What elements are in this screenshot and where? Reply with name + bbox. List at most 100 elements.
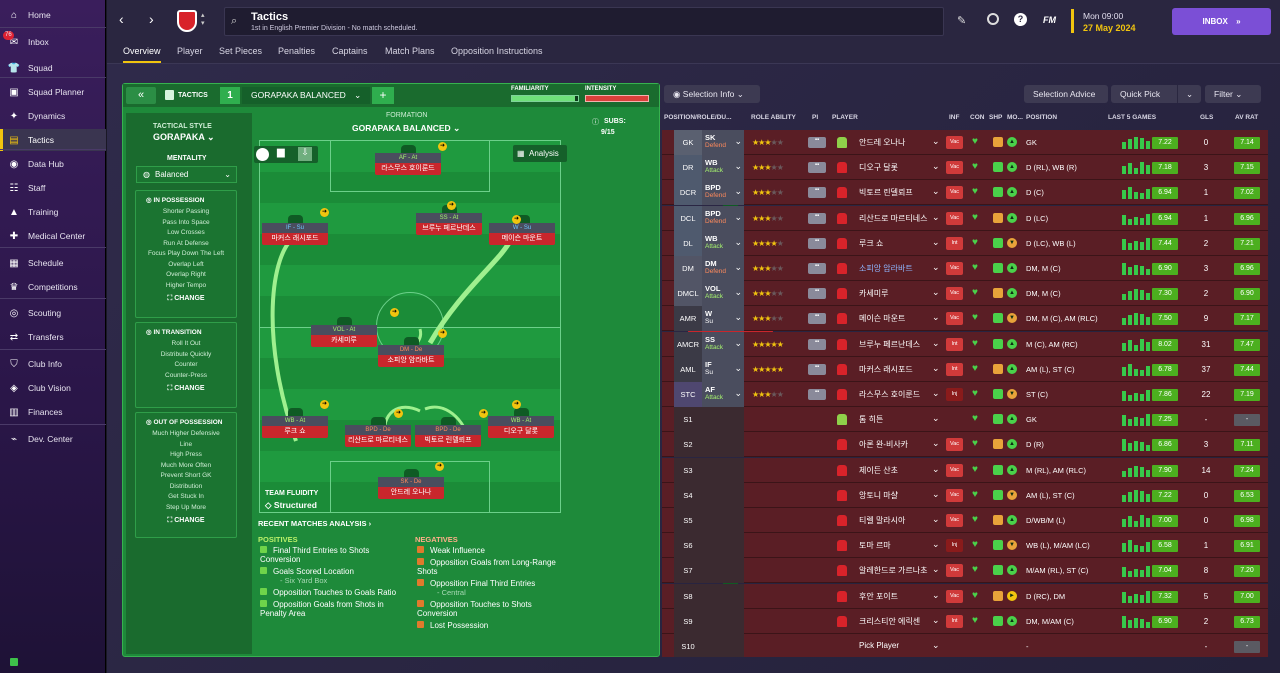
table-row[interactable]: S9 크리스티안 에릭센 ⌄ Int ♥ ▲ DM, M/AM (C) 6.90 2 6.73 — [662, 608, 1268, 634]
player-name[interactable]: 안드레 오나나 — [859, 138, 906, 147]
instruction-arrow-icon[interactable]: ➜ — [394, 409, 403, 418]
sidebar-item-home[interactable]: ⌂ Home — [0, 4, 106, 26]
chevron-down-icon[interactable]: ⌄ — [932, 463, 940, 474]
sidebar-item-competitions[interactable]: ♛ Competitions — [0, 276, 106, 298]
chevron-down-icon[interactable]: ⌄ — [932, 211, 940, 222]
player-name[interactable]: 소피앙 암라바트 — [859, 264, 913, 273]
player-name[interactable]: 앙토니 마샬 — [859, 490, 899, 500]
pitch-player[interactable]: WB - At 디오구 달롯 — [488, 408, 554, 440]
column-header[interactable]: INF — [949, 114, 960, 121]
table-row[interactable]: S7 알레한드로 가르나초 ⌄ Vac ♥ ▲ M/AM (RL), ST (C) 7.04 8… — [662, 558, 1268, 584]
chevron-down-icon[interactable]: ⌄ — [932, 539, 940, 550]
edit-icon[interactable]: ✎ — [957, 15, 967, 27]
sidebar-item-training[interactable]: ▲ Training — [0, 201, 106, 223]
chevron-down-icon[interactable]: ⌄ — [932, 136, 940, 146]
column-header[interactable]: AV RAT — [1235, 114, 1259, 121]
bar-chart-icon[interactable]: ▆ — [277, 147, 285, 158]
table-row[interactable]: DCR BPD Defend ⌄ ★★★★★ ▪▪ 빅토르 린델뢰프 ⌄ Vac ♥ ▲ D (C) 6… — [662, 180, 1268, 206]
formation-selector[interactable]: GORAPAKA BALANCED ⌄ — [352, 123, 461, 133]
player-instructions-icon[interactable]: ▪▪ — [808, 137, 826, 148]
sidebar-item-club-vision[interactable]: ◈ Club Vision — [0, 377, 106, 399]
instruction-arrow-icon[interactable]: ➜ — [438, 142, 447, 151]
chevron-down-icon[interactable]: ⌄ — [932, 413, 940, 424]
role-selector[interactable]: AF Attack ⌄ — [702, 382, 744, 407]
player-name[interactable]: 루크 쇼 — [859, 238, 884, 248]
sidebar-item-schedule[interactable]: ▦ Schedule — [0, 252, 106, 274]
player-name[interactable]: 알레한드로 가르나초 — [859, 566, 928, 576]
pitch-player[interactable]: WB - At 루크 쇼 — [262, 408, 328, 440]
forward-button[interactable]: › — [149, 11, 154, 27]
club-badge[interactable] — [177, 10, 197, 32]
role-selector[interactable]: BPD Defend ⌄ — [702, 180, 744, 206]
help-icon[interactable]: ? — [1014, 13, 1027, 26]
chevron-down-icon[interactable]: ⌄ — [932, 640, 940, 650]
pitch-player[interactable]: W - Su 메이슨 마운트 — [489, 215, 555, 247]
status-icon[interactable] — [10, 658, 18, 666]
in-possession-box[interactable]: ◎ IN POSSESSION Shorter Passing Pass Into … — [135, 190, 237, 318]
chevron-down-icon[interactable]: ⌄ — [932, 388, 940, 398]
player-instructions-icon[interactable]: ▪▪ — [808, 162, 826, 174]
tactic-slot-number[interactable]: 1 — [220, 87, 240, 104]
table-row[interactable]: S1 톰 히튼 ⌄ ♥ ▲ GK 7.25 - - — [662, 407, 1268, 433]
player-name[interactable]: 마커스 래시포드 — [859, 364, 913, 374]
pitch-player[interactable]: BPD - De 빅토르 린델뢰프 — [415, 417, 481, 449]
chevron-down-icon[interactable]: ⌄ — [932, 514, 940, 524]
instruction-arrow-icon[interactable]: ➜ — [390, 308, 399, 317]
out_of_possession-change-button[interactable]: ⛶ CHANGE — [136, 517, 236, 525]
tab-captains[interactable]: Captains — [332, 46, 368, 56]
sidebar-item-club-info[interactable]: ⛉ Club Info — [0, 353, 106, 375]
player-name[interactable]: 톰 히튼 — [859, 415, 884, 425]
sidebar-item-finances[interactable]: ▥ Finances — [0, 401, 106, 423]
analysis-button[interactable]: ▦ Analysis — [513, 145, 567, 162]
pitch-player[interactable]: DM - De 소피앙 암라바트 — [378, 337, 444, 369]
role-selector[interactable]: W Su ⌄ — [702, 306, 744, 332]
player-instructions-icon[interactable]: ▪▪ — [808, 389, 826, 400]
instruction-arrow-icon[interactable]: ➜ — [512, 400, 521, 409]
manager-icon[interactable] — [987, 13, 999, 25]
player-name[interactable]: 리산드로 마르티네스 — [859, 213, 928, 223]
selection-advice-button[interactable]: Selection Advice — [1024, 85, 1108, 103]
table-row[interactable]: DMCL VOL Attack ⌄ ★★★★★ ▪▪ 카세미루 ⌄ Vac ♥ ▲ DM, M (C)… — [662, 281, 1268, 307]
chevron-down-icon[interactable]: ⌄ — [932, 262, 940, 272]
add-tactic-button[interactable]: + — [372, 87, 394, 104]
recent-matches-link[interactable]: RECENT MATCHES ANALYSIS › — [258, 519, 372, 528]
inbox-button[interactable]: INBOX » — [1172, 8, 1271, 35]
column-header[interactable]: LAST 5 GAMES — [1108, 114, 1157, 121]
table-row[interactable]: S5 티렐 말라시아 ⌄ Vac ♥ ▲ D/WB/M (L) 7.00 0 6.98 — [662, 508, 1268, 533]
role-selector[interactable]: BPD Defend ⌄ — [702, 205, 744, 231]
player-name[interactable]: 아론 완-비사카 — [859, 440, 909, 450]
tab-overview[interactable]: Overview — [123, 46, 161, 63]
chevron-down-icon[interactable]: ⌄ — [932, 564, 940, 575]
player-name[interactable]: 디오구 달롯 — [859, 163, 899, 173]
tab-opposition-instructions[interactable]: Opposition Instructions — [451, 46, 543, 56]
download-icon[interactable]: ⇩ — [298, 147, 312, 161]
role-selector[interactable]: DM Defend ⌄ — [702, 256, 744, 281]
pitch-player[interactable]: SS - At 브루누 페르난데스 — [416, 205, 482, 237]
column-header[interactable]: POSITION — [1026, 114, 1058, 121]
mentality-selector[interactable]: ◍ Balanced ⌄ — [136, 166, 237, 183]
table-row[interactable]: AMCR SS Attack ⌄ ★★★★★ ▪▪ 브루누 페르난데스 ⌄ Int ♥ ▲ M (C)… — [662, 331, 1268, 357]
table-row[interactable]: DCL BPD Defend ⌄ ★★★★★ ▪▪ 리산드로 마르티네스 ⌄ Vac ♥ ▲ D (L… — [662, 205, 1268, 231]
table-row[interactable]: DR WB Attack ⌄ ★★★★★ ▪▪ 디오구 달롯 ⌄ Vac ♥ ▲ D (RL), WB… — [662, 155, 1268, 181]
column-header[interactable]: PLAYER — [832, 114, 858, 121]
out-of-possession-box[interactable]: ◎ OUT OF POSSESSION Much Higher Defensive… — [135, 412, 237, 538]
column-header[interactable]: SHP — [989, 114, 1003, 121]
table-row[interactable]: AML IF Su ⌄ ★★★★★ ▪▪ 마커스 래시포드 ⌄ Int ♥ ▲ AM (L), ST … — [662, 356, 1268, 382]
pitch-player[interactable]: AF - At 라스무스 호이룬드 — [375, 145, 441, 177]
person-icon[interactable] — [256, 148, 269, 161]
sidebar-item-squad-planner[interactable]: ▣ Squad Planner — [0, 81, 106, 103]
instruction-arrow-icon[interactable]: ➜ — [435, 462, 444, 471]
filter-button[interactable]: Filter ⌄ — [1205, 85, 1261, 103]
table-row[interactable]: STC AF Attack ⌄ ★★★★★ ▪▪ 라스무스 호이룬드 ⌄ Inj ♥ ▼ ST (C)… — [662, 382, 1268, 407]
chevron-down-icon[interactable]: ⌄ — [932, 488, 940, 499]
player-name[interactable]: Pick Player — [859, 641, 900, 650]
in-transition-box[interactable]: ◎ IN TRANSITION Roll It Out Distribute Qui… — [135, 322, 237, 408]
player-instructions-icon[interactable]: ▪▪ — [808, 288, 826, 300]
selection-info-dropdown[interactable]: ◉ Selection Info ⌄ — [664, 85, 760, 103]
collapse-button[interactable]: « — [126, 87, 156, 104]
table-row[interactable]: S3 제이든 산초 ⌄ Vac ♥ ▲ M (RL), AM (RLC) 7.90 14 7.24 — [662, 457, 1268, 483]
search-bar[interactable]: ⌕ Tactics 1st in English Premier Divisio… — [224, 7, 944, 36]
fm-menu-button[interactable]: FM — [1043, 15, 1056, 25]
column-header[interactable]: MO... — [1007, 114, 1023, 121]
role-selector[interactable]: SK Defend ⌄ — [702, 130, 744, 155]
